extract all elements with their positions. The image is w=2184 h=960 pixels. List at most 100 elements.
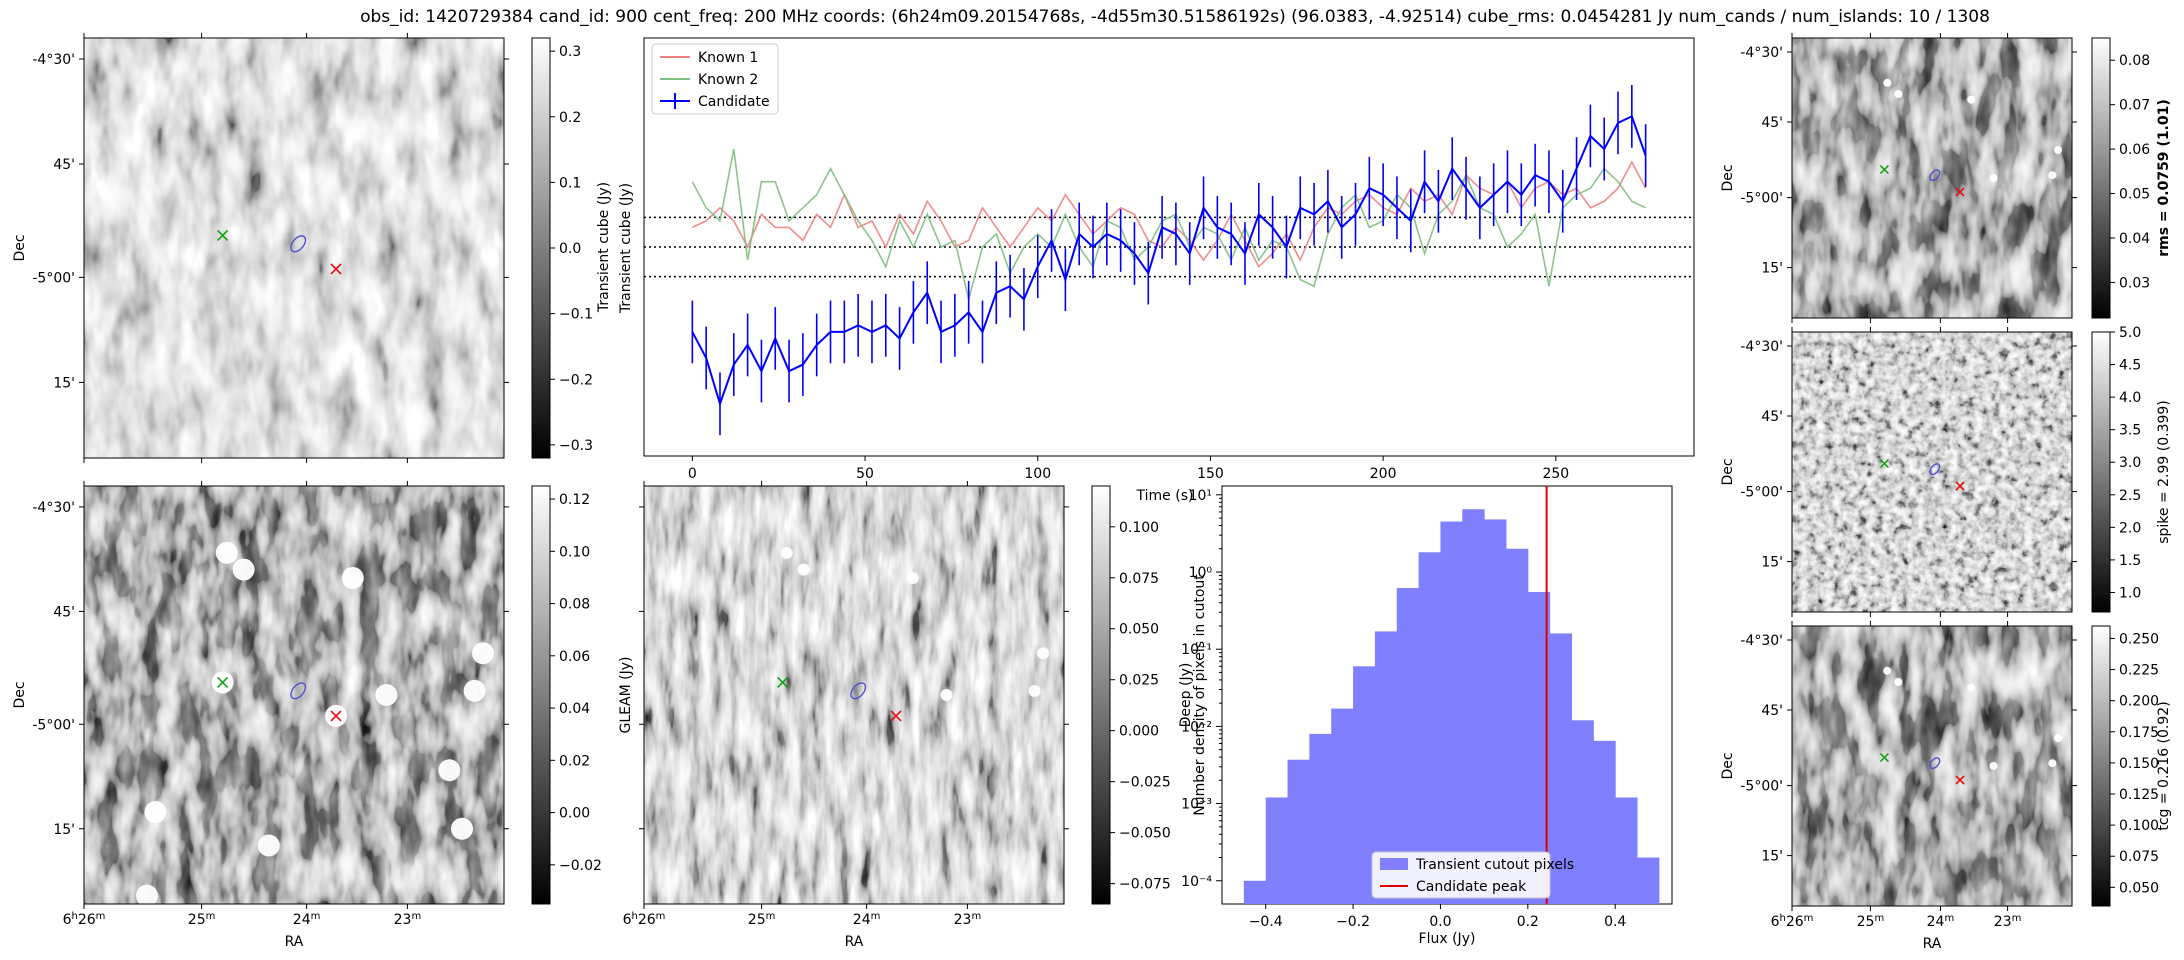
point-source (1028, 684, 1041, 697)
known-source-marker (217, 229, 229, 241)
point-source (257, 834, 280, 857)
colorbar-tick-label: 4.0 (2119, 390, 2141, 406)
colorbar-label: Transient cube (Jy) (618, 183, 634, 314)
dec-axis-label: Dec (1720, 164, 1736, 191)
colorbar-tick-label: 1.5 (2119, 553, 2141, 569)
y-axis-label: Number density of pixels in cutout (1192, 574, 1208, 816)
flux-histogram: −0.4 −0.2 0.0 0.2 0.4 10¹ 10⁰ 10⁻¹ 10⁻² 10⁻³ 10⁻⁴ F… (1181, 485, 1673, 947)
colorbar-tick-label: 0.200 (2119, 694, 2159, 710)
colorbar-tick-label: 0.02 (559, 753, 590, 769)
known-source-marker (1879, 753, 1889, 763)
histogram-bar (1484, 519, 1507, 904)
point-source (144, 801, 167, 824)
point-source (1883, 78, 1892, 87)
colorbar-label: spike = 2.99 (0.399) (2156, 400, 2172, 544)
colorbar-gradient (2091, 331, 2111, 613)
histogram-bar (1462, 509, 1485, 904)
candidate-contour (850, 682, 867, 700)
series-candidate (691, 114, 1647, 407)
histogram-bar (1309, 733, 1332, 904)
ra-tick-label: 6h26m (1771, 913, 1814, 931)
colorbar-tick-label: 0.250 (2119, 631, 2159, 647)
rms-image: -4°30'45'-5°00'15'Dec0.080.070.060.050.0… (1720, 33, 2172, 323)
colorbar-tick-label: −0.02 (559, 858, 602, 874)
colorbar-label: Deep (Jy) (1178, 663, 1194, 728)
gleam-image-pixels (84, 486, 504, 904)
colorbar-tick-label: 3.5 (2119, 423, 2141, 439)
candidate-contour (290, 682, 307, 700)
dec-tick-label: 45' (1761, 703, 1783, 719)
series-known-2 (691, 148, 1646, 300)
point-source (1989, 762, 1998, 770)
colorbar-label: GLEAM (Jy) (618, 657, 634, 734)
x-tick-label: 200 (1370, 466, 1397, 482)
dec-tick-label: -5°00' (1740, 191, 1783, 207)
histogram-legend: Transient cutout pixels Candidate peak (1371, 851, 1574, 899)
candidate-marker (890, 710, 902, 722)
x-tick-label: −0.2 (1336, 914, 1370, 930)
colorbar-tick-label: 0.0 (559, 241, 581, 257)
x-axis-label: Time (s) (1136, 488, 1194, 504)
y-tick-label: 10⁻¹ (1181, 642, 1212, 658)
colorbar-tick-label: 1.0 (2119, 585, 2141, 601)
point-source (472, 642, 494, 665)
x-tick-label: −0.4 (1249, 914, 1283, 930)
ra-tick-label: 24m (293, 911, 321, 929)
point-source (341, 566, 364, 589)
colorbar-tick-label: 0.100 (2119, 818, 2159, 834)
candidate-contour (290, 235, 307, 253)
point-source (375, 684, 398, 706)
point-source (438, 759, 461, 782)
dec-tick-label: 45' (53, 157, 75, 173)
point-source (463, 679, 486, 702)
point-source (215, 541, 238, 564)
colorbar-tick-label: 3.0 (2119, 455, 2141, 471)
dec-axis-label: Dec (1720, 752, 1736, 779)
colorbar-tick-label: −0.025 (1119, 775, 1171, 791)
colorbar-tick-label: 0.07 (2119, 98, 2150, 114)
histogram-bars (1243, 509, 1660, 904)
colorbar-tick-label: −0.1 (559, 307, 593, 323)
point-source (2054, 734, 2062, 742)
colorbar-tick-label: 0.00 (559, 806, 590, 822)
point-source (1894, 678, 1903, 686)
colorbar-tick-label: 0.10 (559, 544, 590, 560)
colorbar-tick-label: 0.075 (1119, 571, 1159, 587)
histogram-bar (1396, 588, 1420, 904)
colorbar-tick-label: 0.025 (1119, 673, 1159, 689)
colorbar-gradient (531, 37, 551, 459)
colorbar-tick-label: 0.2 (559, 110, 581, 126)
colorbar-tick-label: 0.12 (559, 492, 590, 508)
tcg-image-colorbar: 0.250 0.225 0.200 0.175 0.150 0.125 0.100 0.075… (2091, 625, 2172, 907)
colorbar-tick-label: −0.050 (1119, 826, 1171, 842)
colorbar-tick-label: 2.5 (2119, 488, 2141, 504)
x-tick-label: 250 (1542, 466, 1569, 482)
colorbar-tick-label: 0.08 (2119, 53, 2150, 69)
series-known-1 (692, 160, 1647, 268)
x-axis-label: Flux (Jy) (1419, 931, 1476, 947)
point-source (1967, 683, 1976, 692)
figure-title: obs_id: 1420729384 cand_id: 900 cent_fre… (360, 7, 1990, 27)
y-axis-label: Transient cube (Jy) (596, 182, 612, 313)
point-source (1989, 174, 1998, 182)
panel-frame (83, 485, 505, 905)
dec-tick-label: -5°00' (1740, 485, 1783, 501)
point-source (1037, 647, 1049, 660)
spike-image-colorbar: 5.0 4.5 4.0 3.5 3.0 2.5 2.0 1.5 1.0 spike = 2.99 … (2091, 325, 2172, 613)
colorbar-tick-label: 0.125 (2119, 787, 2159, 803)
candidate-marker (330, 710, 342, 722)
point-source (136, 884, 158, 904)
spike-image: -4°30' 45' -5°00' 15' Dec 5.0 4.5 4.0 3.5 3.0 2.5 2… (1720, 325, 2172, 617)
legend-label: Known 2 (698, 72, 758, 88)
known-source-marker (1879, 459, 1889, 469)
x-tick-label: 0.4 (1604, 914, 1626, 930)
colorbar-tick-label: 0.04 (2119, 231, 2150, 247)
colorbar-tick-label: 0.175 (2119, 725, 2159, 741)
legend-frame (1371, 851, 1551, 899)
histogram-bar (1440, 521, 1463, 904)
colorbar-tick-label: 0.06 (559, 649, 590, 665)
panel-frame (83, 37, 505, 459)
dec-tick-label: 45' (1761, 115, 1783, 131)
colorbar-tick-label: 0.06 (2119, 142, 2150, 158)
